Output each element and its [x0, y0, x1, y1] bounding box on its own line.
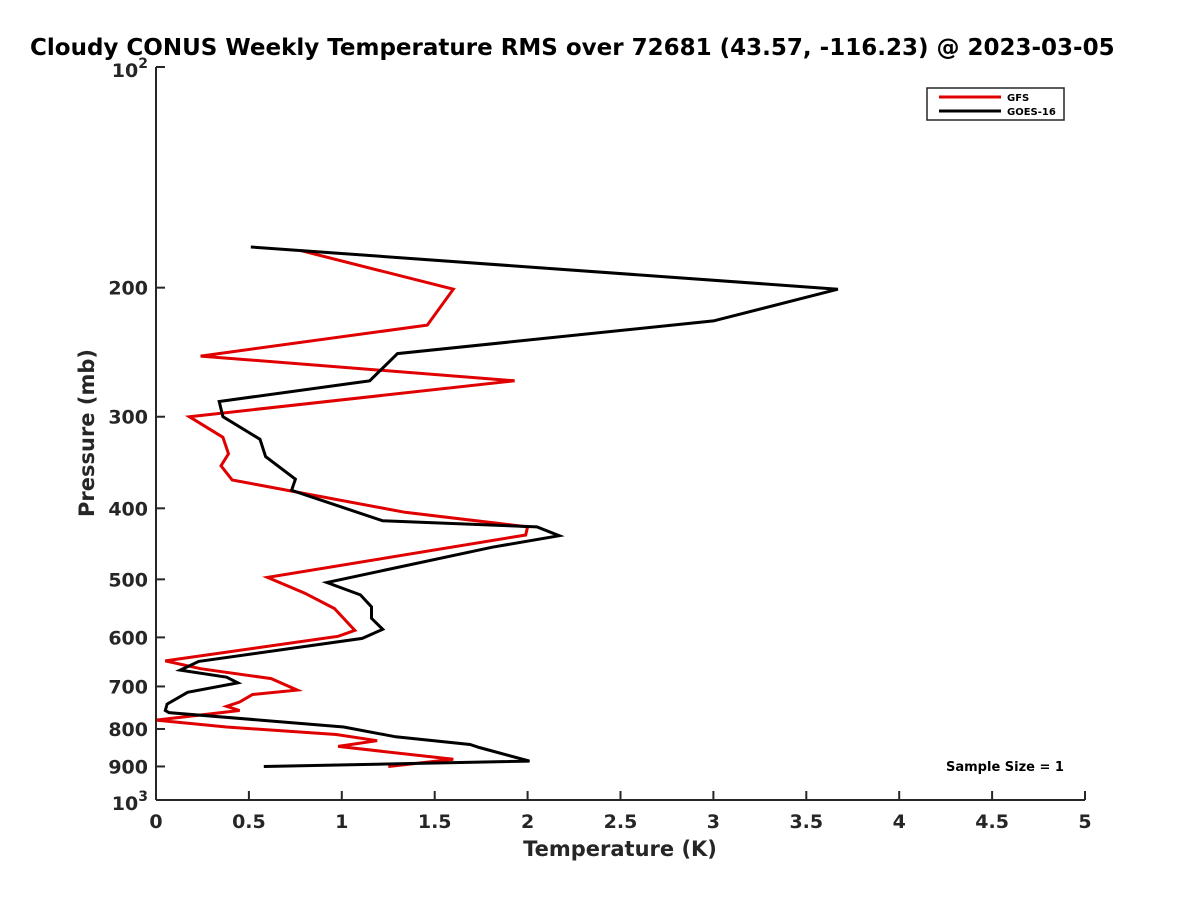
chart-title: Cloudy CONUS Weekly Temperature RMS over… [30, 35, 1115, 61]
y-tick-label: 102 [112, 56, 148, 82]
x-axis-label: Temperature (K) [523, 837, 717, 861]
x-tick-label: 5 [1078, 811, 1091, 833]
legend-label: GFS [1007, 93, 1029, 104]
x-tick-label: 1.5 [418, 811, 452, 833]
y-axis-label: Pressure (mb) [75, 349, 99, 517]
legend-label: GOES-16 [1007, 107, 1056, 118]
y-tick-label: 103 [112, 789, 148, 815]
x-tick-label: 4 [893, 811, 906, 833]
x-tick-label: 4.5 [975, 811, 1009, 833]
series-layer [155, 245, 839, 768]
x-tick-label: 3.5 [789, 811, 823, 833]
y-tick-label: 600 [108, 627, 148, 649]
legend-box [926, 87, 1065, 121]
y-tick-label: 200 [108, 278, 148, 300]
x-tick-label: 2.5 [604, 811, 638, 833]
y-tick-label: 300 [108, 407, 148, 429]
y-tick-label: 900 [108, 756, 148, 778]
sample-size-annotation: Sample Size = 1 [946, 760, 1064, 775]
y-tick-label: 800 [108, 719, 148, 741]
x-tick-label: 2 [521, 811, 534, 833]
x-tick-label: 3 [707, 811, 720, 833]
legend: GFS GOES-16 [926, 87, 1065, 121]
series-line-gfs [155, 249, 530, 768]
y-tick-label: 700 [108, 676, 148, 698]
series-line-goes-16 [163, 245, 839, 768]
x-tick-label: 0.5 [232, 811, 266, 833]
ticks-layer: 0 0.5 1 1.5 2 2.5 3 3.5 4 4.5 5 200 300 400 500 600 700 8… [108, 56, 1091, 833]
x-tick-label: 1 [335, 811, 348, 833]
y-tick-label: 400 [108, 498, 148, 520]
y-tick-label: 500 [108, 569, 148, 591]
x-tick-label: 0 [149, 811, 162, 833]
